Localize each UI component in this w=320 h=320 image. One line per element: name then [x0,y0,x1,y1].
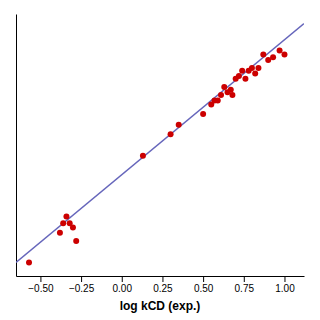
y-axis-line [16,15,17,277]
point [252,70,258,76]
point [249,65,255,71]
point [221,84,227,90]
y-axis [16,15,17,277]
point [239,68,245,74]
x-tick-label: −0.50 [28,283,54,294]
x-tick: 0.75 [235,276,255,294]
point [200,111,206,117]
x-axis: −0.50 −0.25 0.00 0.25 0.50 0.75 1.00 [17,276,305,294]
point [26,259,32,265]
point [168,131,174,137]
x-tick-label: 1.00 [275,283,295,294]
x-tick-mark [81,276,82,282]
chart: −0.50 −0.25 0.00 0.25 0.50 0.75 1.00 log kCD (e… [0,0,320,320]
points [26,47,287,265]
point [281,52,287,58]
point [270,54,276,60]
point [255,65,261,71]
point [70,224,76,230]
point [176,122,182,128]
point [215,97,221,103]
x-tick: 0.50 [194,276,214,294]
x-tick: −0.25 [69,276,95,294]
x-tick: 0.00 [113,276,133,294]
x-tick-label: −0.25 [69,283,95,294]
x-tick-label: 0.25 [153,283,173,294]
x-tick: 0.25 [153,276,173,294]
point [228,87,234,93]
x-tick-mark [203,276,204,282]
x-tick-label: 0.75 [235,283,255,294]
x-tick-mark [162,276,163,282]
line [16,23,304,262]
point [218,92,224,98]
x-axis-line [17,276,305,277]
x-tick-label: 0.50 [194,283,214,294]
x-tick-mark [122,276,123,282]
point [277,47,283,53]
plot-area [16,23,304,265]
point [242,76,248,82]
x-tick-label: 0.00 [113,283,133,294]
x-axis-title: log kCD (exp.) [120,299,201,313]
point [229,92,235,98]
x-tick-mark [40,276,41,282]
point [60,220,66,226]
point [57,230,63,236]
x-tick: 1.00 [275,276,295,294]
point [140,153,146,159]
x-tick-mark [284,276,285,282]
point [236,73,242,79]
x-tick: −0.50 [28,276,54,294]
point [63,214,69,220]
point [260,52,266,58]
x-tick-mark [244,276,245,282]
point [73,238,79,244]
